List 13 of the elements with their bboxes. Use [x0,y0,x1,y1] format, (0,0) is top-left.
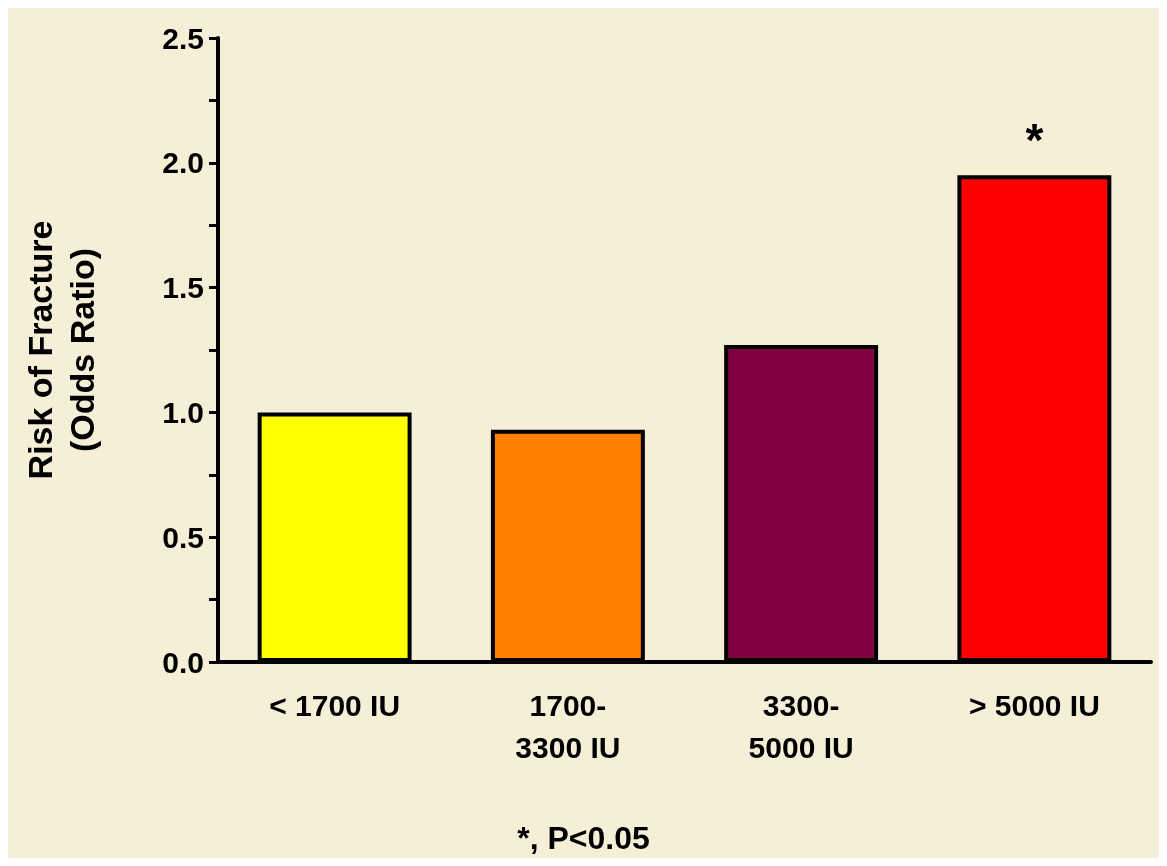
x-tick-label: 3300- 5000 IU [748,688,854,764]
x-tick-label: < 1700 IU [269,688,401,722]
x-tick-label: > 5000 IU [968,688,1100,722]
y-tick-label: 0.5 [162,520,204,554]
y-tick-label: 0.0 [162,645,204,679]
y-axis-title: Risk of Fracture (Odds Ratio) [21,220,101,480]
annotation: * [1025,114,1044,167]
y-tick-label: 2.0 [162,146,204,180]
text: *, P<0.05 [517,820,650,856]
x-tick-label: 1700- 3300 IU [515,688,621,764]
y-tick-label: 1.5 [162,271,204,305]
y-tick-label: 2.5 [162,21,204,55]
y-tick-label: 1.0 [162,395,204,429]
